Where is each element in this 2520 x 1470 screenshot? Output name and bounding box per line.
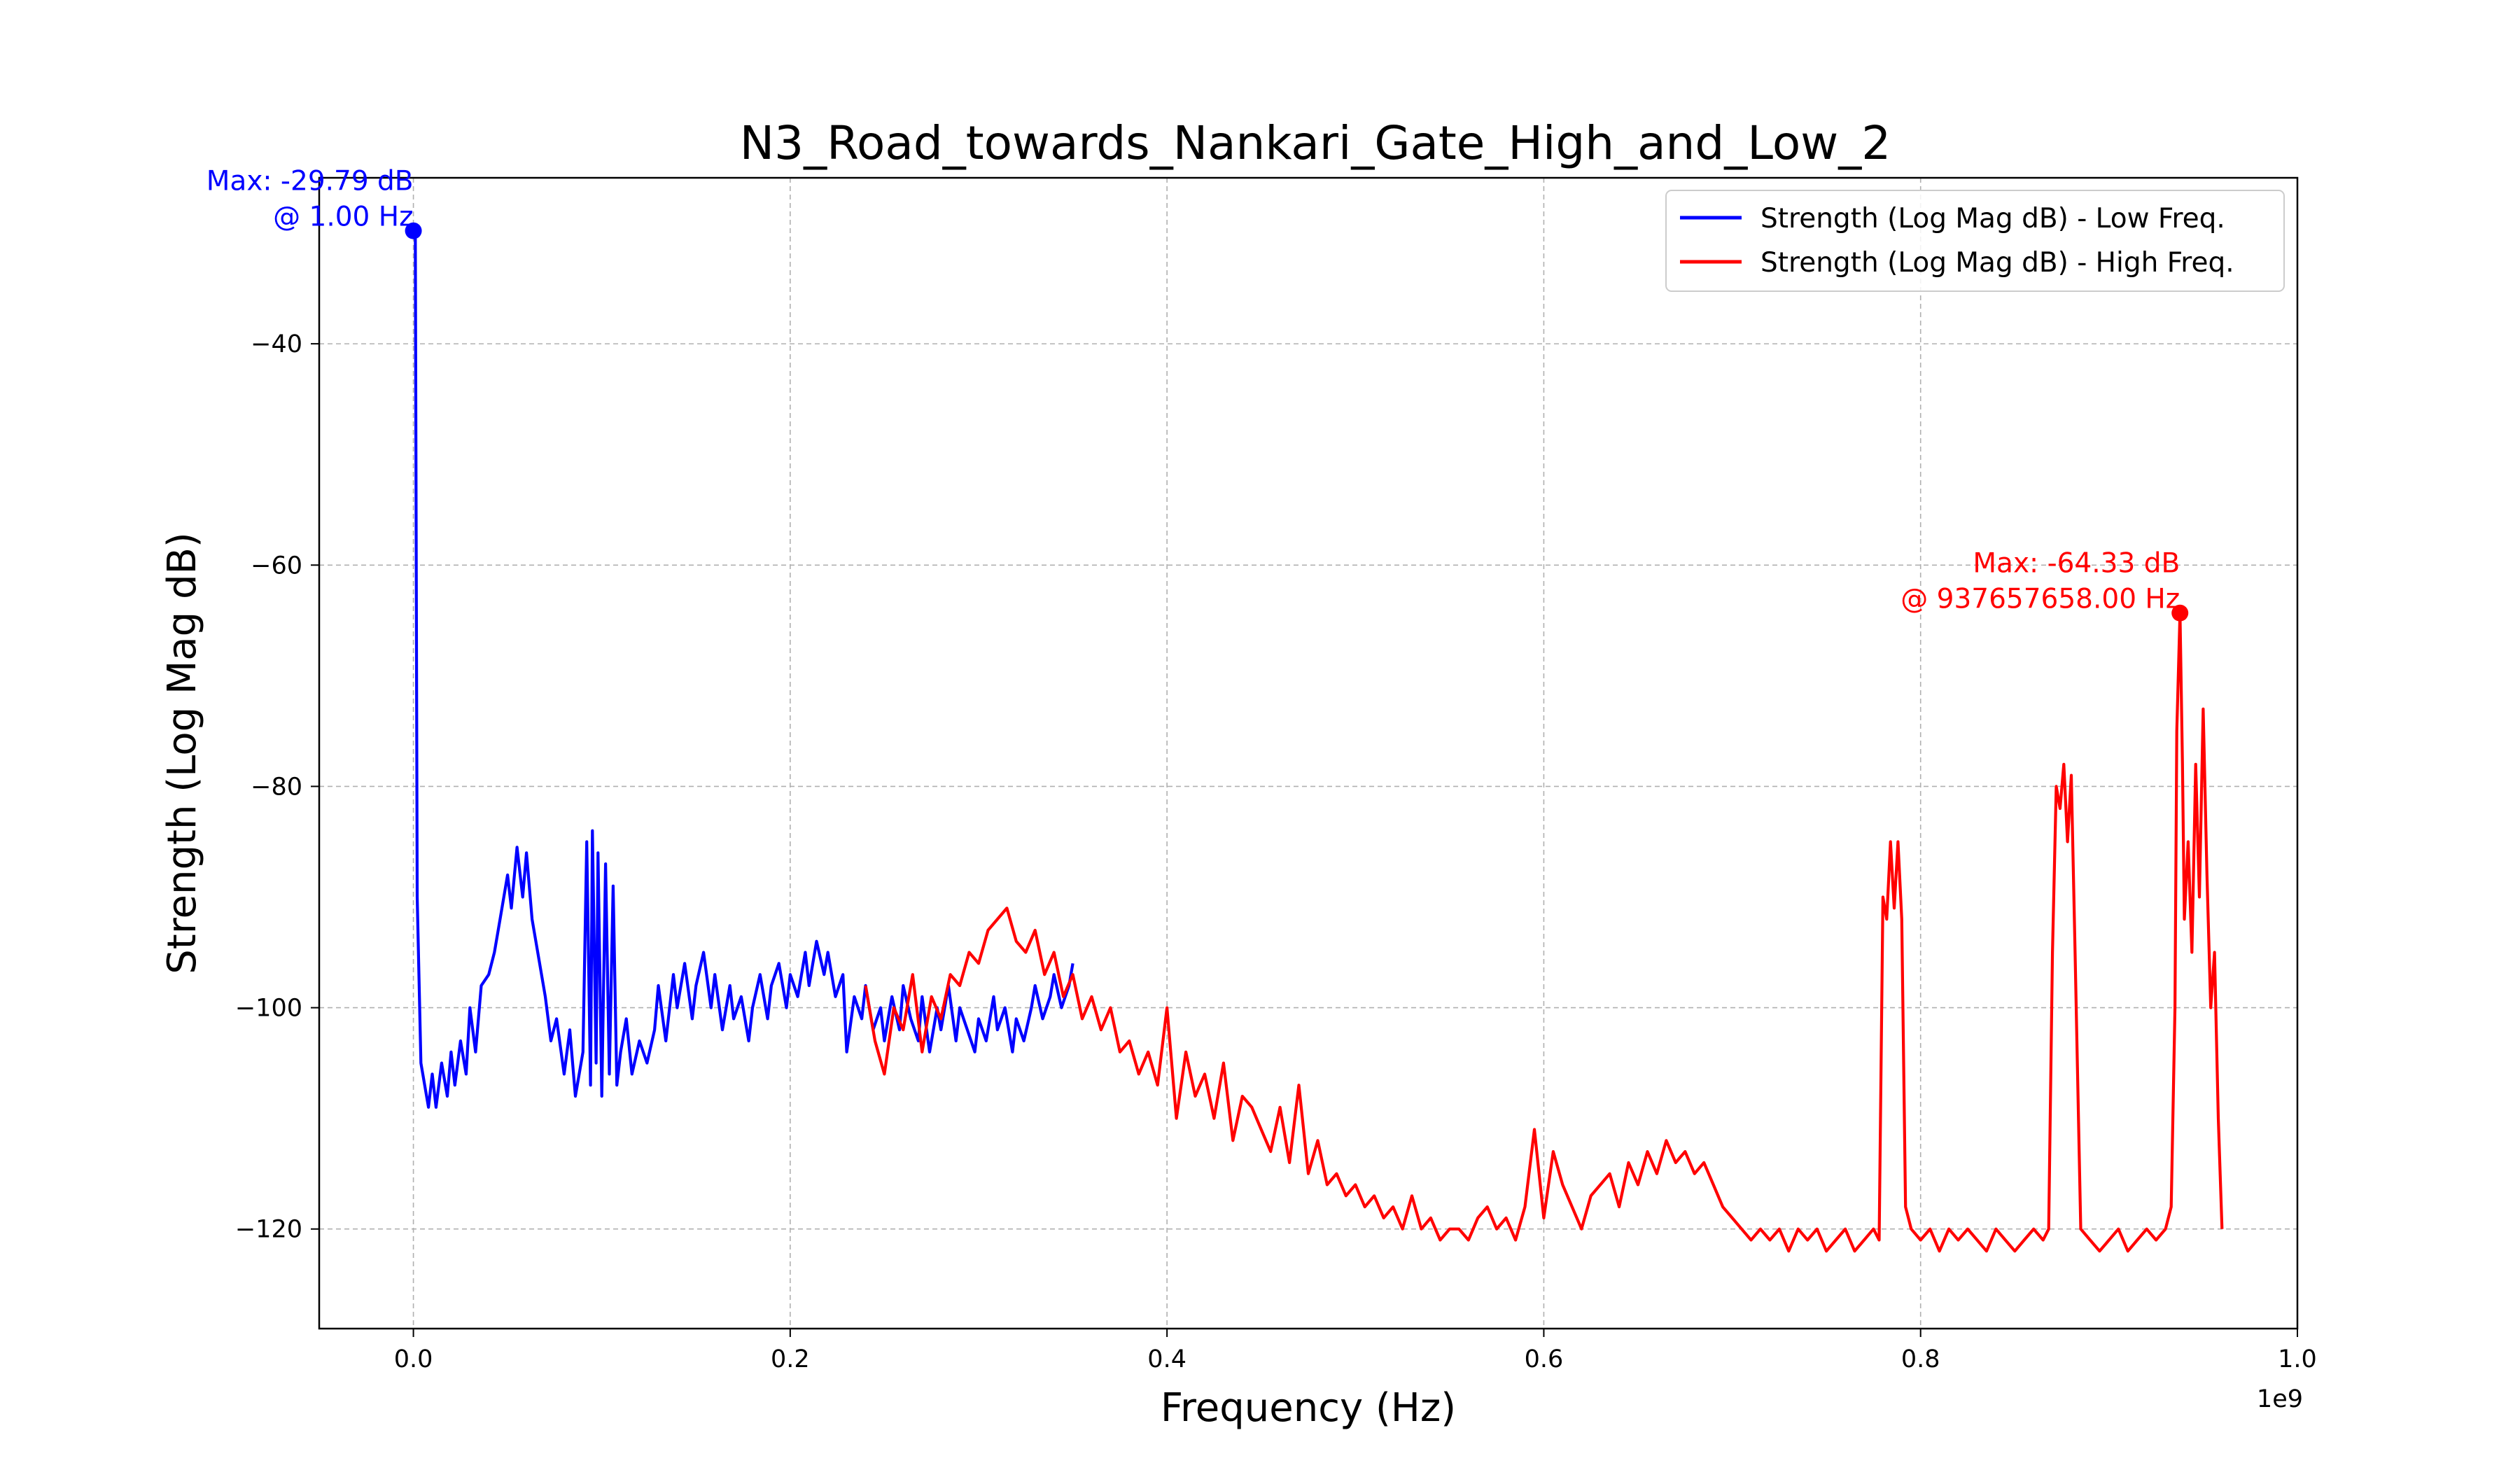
x-tick-label: 0.6 [1525,1345,1564,1373]
max-annotation-line: @ 1.00 Hz [273,202,413,233]
plot-frame [318,176,2299,1330]
legend-box [1665,190,2285,292]
y-tick-label: −100 [235,995,302,1023]
y-tick-label: −120 [235,1216,302,1244]
max-annotation-line: Max: -64.33 dB [1973,548,2180,580]
chart-title: N3_Road_towards_Nankari_Gate_High_and_Lo… [740,116,1891,170]
series-line-low-freq [413,229,1074,1109]
y-tick-label: −40 [251,330,302,358]
x-axis-title: Frequency (Hz) [1161,1385,1456,1431]
max-marker-low-freq [405,222,422,239]
x-tick-label: 1.0 [2278,1345,2317,1373]
y-tick-label: −60 [251,552,302,580]
legend-label-high-freq: Strength (Log Mag dB) - High Freq. [1760,247,2234,279]
x-axis-offset-label: 1e9 [2257,1385,2303,1413]
x-tick-label: 0.0 [394,1345,433,1373]
max-annotation-line: @ 937657658.00 Hz [1900,584,2180,615]
legend: Strength (Log Mag dB) - Low Freq. Streng… [1665,190,2285,292]
series-line-high-freq [864,611,2224,1253]
x-tick-label: 0.8 [1901,1345,1940,1373]
x-tick-label: 0.2 [771,1345,810,1373]
max-marker-high-freq [2171,604,2189,622]
max-annotation-line: Max: -29.79 dB [206,166,414,197]
y-axis-title: Strength (Log Mag dB) [160,532,205,974]
x-tick-label: 0.4 [1147,1345,1186,1373]
y-tick-label: −80 [251,773,302,801]
legend-label-low-freq: Strength (Log Mag dB) - Low Freq. [1760,203,2225,234]
